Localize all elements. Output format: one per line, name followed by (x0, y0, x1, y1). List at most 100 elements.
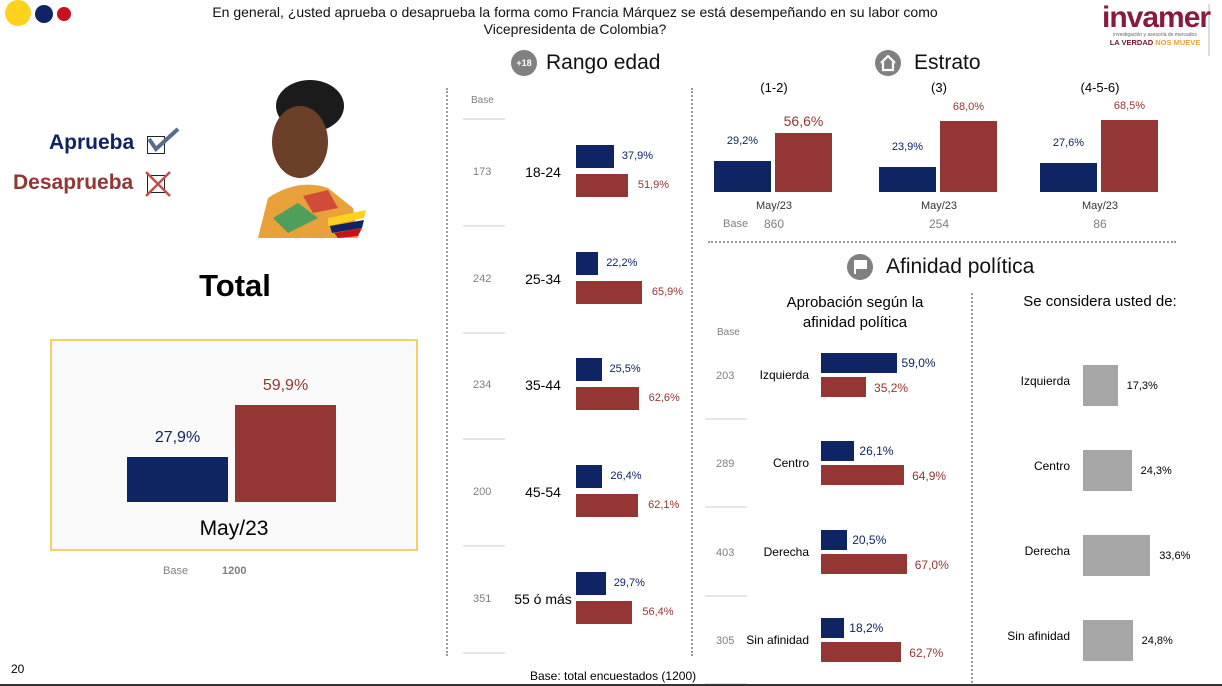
age-bar-approve (576, 465, 603, 488)
consider-value-label: 24,8% (1141, 635, 1173, 647)
consider-value-label: 24,3% (1140, 465, 1172, 477)
footer-base-note: Base: total encuestados (1200) (530, 669, 697, 683)
consider-bar (1083, 620, 1133, 661)
invamer-logo: invamer investigación y asesoría de merc… (1102, 1, 1211, 56)
estrato-label-approve: 23,9% (891, 140, 924, 153)
estrato-base-value: 86 (1093, 217, 1107, 231)
age-label-disapprove: 62,6% (648, 392, 680, 404)
afinidad-bar-approve (821, 353, 897, 373)
estrato-label-disapprove: 56,6% (783, 112, 824, 129)
divider-estrato-bottom (708, 241, 1176, 243)
afinidad-base-header: Base (717, 327, 740, 338)
page-number: 20 (11, 662, 25, 676)
afinidad-category-label: Izquierda (759, 368, 809, 382)
estrato-bar-approve (714, 161, 771, 192)
age-base-value: 351 (473, 593, 492, 605)
afinidad-base-value: 305 (716, 635, 735, 647)
flag-icon (847, 254, 873, 280)
estrato-bar-disapprove (940, 120, 997, 192)
total-category-label: May/23 (199, 517, 269, 540)
age-base-value: 200 (473, 486, 492, 498)
age-separator (463, 225, 505, 227)
flag-dot-blue (35, 5, 53, 23)
age-separator (463, 438, 505, 440)
consider-value-label: 17,3% (1126, 380, 1158, 392)
divider-middle (691, 88, 693, 656)
estrato-section-title: Estrato (914, 51, 981, 74)
age-label-disapprove: 51,9% (637, 179, 670, 191)
age-label-disapprove: 56,4% (642, 606, 674, 618)
consider-value-label: 33,6% (1159, 550, 1191, 562)
consider-bar (1083, 365, 1118, 406)
afinidad-base-value: 203 (716, 370, 735, 382)
afinidad-category-label: Derecha (763, 545, 809, 559)
consider-bar (1083, 450, 1132, 491)
afinidad-bar-disapprove (821, 377, 867, 397)
age-label-approve: 26,4% (610, 470, 642, 482)
age-base-value: 234 (473, 379, 492, 391)
afinidad-base-value: 289 (716, 458, 735, 470)
flag-dot-red (57, 7, 71, 21)
age-bar-approve (576, 145, 614, 168)
afinidad-bar-disapprove (821, 642, 902, 662)
afinidad-bar-approve (821, 441, 855, 461)
age-plus18-icon: +18 (511, 50, 537, 76)
legend-approve: Aprueba (49, 131, 135, 154)
age-bar-approve (576, 572, 606, 595)
checkbox-check-icon (147, 127, 180, 154)
age-label-approve: 37,9% (621, 150, 654, 162)
footer-line (0, 684, 1222, 686)
estrato-group-label: (4-5-6) (1080, 80, 1120, 95)
flag-dot-yellow (5, 0, 31, 26)
estrato-category-label: May/23 (755, 200, 793, 212)
estrato-bar-disapprove (1101, 120, 1158, 192)
age-base-value: 242 (473, 273, 492, 285)
afinidad-bar-approve (821, 618, 845, 638)
estrato-bar-approve (879, 166, 936, 192)
age-category-label: 18-24 (525, 164, 561, 180)
house-icon (875, 50, 901, 76)
age-label-approve: 22,2% (606, 257, 638, 269)
estrato-category-label: May/23 (1081, 200, 1119, 212)
age-bar-disapprove (576, 494, 639, 517)
estrato-label-disapprove: 68,0% (952, 100, 985, 113)
age-separator (463, 652, 505, 654)
afinidad-base-value: 403 (716, 547, 735, 559)
age-base-value: 173 (473, 166, 492, 178)
afinidad-label-approve: 26,1% (859, 444, 894, 458)
afinidad-separator (705, 506, 747, 508)
age-base-header: Base (471, 95, 494, 106)
age-label-disapprove: 62,1% (648, 499, 680, 511)
total-base-value: 1200 (222, 565, 247, 577)
logo-tagline: LA VERDAD NOS MUEVE (1102, 38, 1208, 47)
age-separator (463, 118, 505, 120)
consider-bar (1083, 535, 1151, 576)
afinidad-bar-approve (821, 530, 848, 550)
divider-afinidad (971, 293, 973, 683)
estrato-base-label: Base (723, 218, 749, 230)
divider-left (446, 88, 448, 656)
age-separator (463, 545, 505, 547)
age-category-label: 35-44 (525, 377, 561, 393)
logo-tagline-b: NOS MUEVE (1155, 38, 1201, 47)
age-category-label: 55 ó más (514, 591, 572, 607)
total-label-approve: 27,9% (154, 428, 201, 446)
estrato-category-label: May/23 (920, 200, 958, 212)
age-label-approve: 25,5% (609, 363, 641, 375)
afinidad-bar-disapprove (821, 465, 905, 485)
consider-category-label: Derecha (1024, 544, 1070, 558)
logo-word: invamer (1102, 1, 1211, 34)
question-title: En general, ¿usted aprueba o desaprueba … (212, 4, 938, 37)
afinidad-label-approve: 59,0% (901, 356, 936, 370)
estrato-label-disapprove: 68,5% (1113, 100, 1146, 113)
total-bar-disapprove (235, 404, 336, 502)
afinidad-subtitle-left: Aprobación según la afinidad política (786, 294, 924, 331)
estrato-bar-disapprove (775, 132, 832, 192)
person-portrait-icon (258, 78, 368, 238)
afinidad-label-approve: 20,5% (852, 533, 887, 547)
total-bar-approve (127, 456, 228, 502)
estrato-group-label: (1-2) (760, 80, 788, 95)
estrato-base-value: 860 (763, 217, 785, 231)
consider-category-label: Izquierda (1020, 374, 1070, 388)
age-label-disapprove: 65,9% (651, 286, 684, 298)
